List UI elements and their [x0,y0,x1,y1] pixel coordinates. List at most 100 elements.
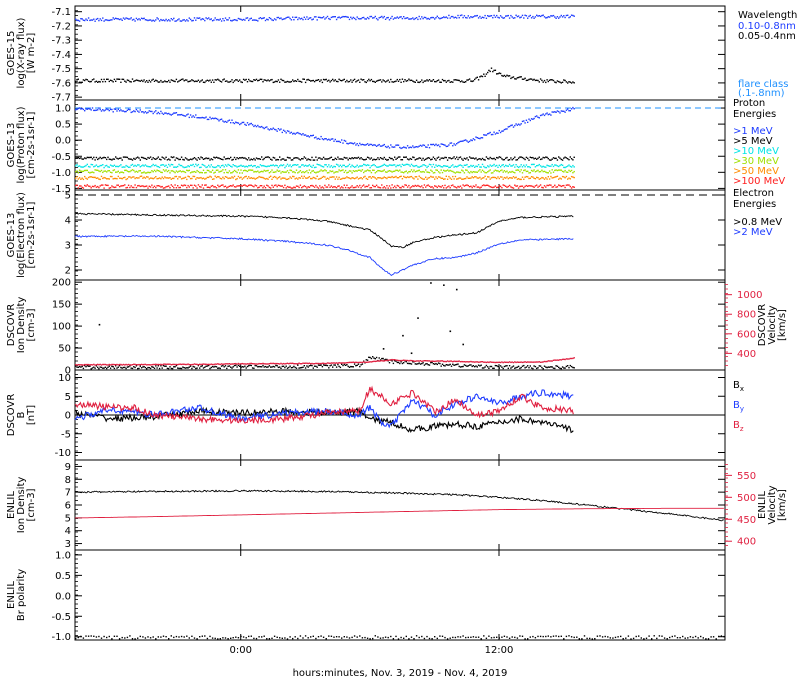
data-point [295,80,298,82]
data-point [511,124,513,126]
data-point [277,176,280,179]
data-point [259,185,262,187]
data-point [368,157,370,159]
data-point [231,79,233,81]
data-point [197,157,200,159]
data-point [149,110,152,113]
data-point [257,80,259,82]
data-point [400,175,402,177]
data-point [421,159,423,161]
y-tick-label: -7.1 [51,7,71,18]
data-point [302,164,304,166]
data-point [201,172,203,174]
data-point [134,366,136,369]
data-point [400,361,402,363]
data-point [494,361,497,364]
data-point [285,178,287,181]
data-point [456,143,458,145]
data-point [448,144,450,146]
data-point [565,109,568,111]
data-point [676,637,679,639]
data-point [236,363,238,365]
data-point [548,170,551,172]
y-axis-label: log(Electron flux) [16,192,27,278]
data-point [330,79,333,82]
data-point [281,363,283,365]
data-point [111,365,113,367]
data-point [487,361,489,363]
data-point [471,176,473,178]
data-point [81,18,83,20]
data-point [233,364,236,367]
data-point [85,366,87,368]
data-point [555,176,557,178]
data-point [337,362,339,364]
series-0-05-0-4nm [75,14,575,22]
data-point [501,636,503,638]
data-point [483,170,485,173]
data-point [536,165,538,167]
data-point [237,364,240,367]
data-point [116,78,118,80]
data-point [280,17,282,19]
data-point [534,185,537,187]
data-point [520,16,522,18]
data-point [103,166,105,169]
data-point [286,178,289,180]
data-point [456,360,458,363]
data-point [410,169,413,171]
data-point [508,125,511,128]
data-point [542,156,544,159]
data-point [226,80,228,82]
data-point [414,363,416,365]
data-point [222,120,224,122]
data-point [427,80,429,82]
data-point [488,15,490,18]
data-point [171,185,174,187]
data-point [494,69,497,71]
data-point [200,365,202,368]
data-point [333,362,335,364]
data-point [89,108,91,110]
y-tick-label: -7.4 [51,50,71,61]
data-point [692,636,694,639]
data-point [124,366,126,369]
data-point [496,186,498,189]
data-point [210,366,212,369]
data-point [240,169,242,171]
data-point [425,169,427,171]
data-point [293,186,295,188]
data-point [111,172,113,174]
data-point [277,366,280,369]
data-point [614,636,617,639]
data-point [537,186,539,188]
data-point [359,177,361,179]
data-point [449,637,451,639]
data-point [338,176,340,179]
data-point [311,80,313,82]
data-point [359,18,361,20]
data-point [140,111,143,113]
data-point [174,80,176,83]
data-point [113,169,116,171]
data-point [534,361,537,363]
data-point [173,177,175,180]
data-point [506,15,508,17]
data-point [242,636,245,638]
data-point [372,637,374,640]
data-point [263,169,265,172]
data-point [277,159,280,161]
data-point [439,81,441,83]
data-point [218,19,220,21]
data-point [361,17,364,19]
data-point [130,111,132,114]
data-point [404,17,406,20]
data-point [146,19,148,21]
data-point [539,158,542,161]
data-point [107,178,109,180]
data-point [537,157,539,160]
data-point [193,637,196,639]
data-point [573,108,575,110]
data-point [173,366,175,368]
data-point [162,19,165,21]
